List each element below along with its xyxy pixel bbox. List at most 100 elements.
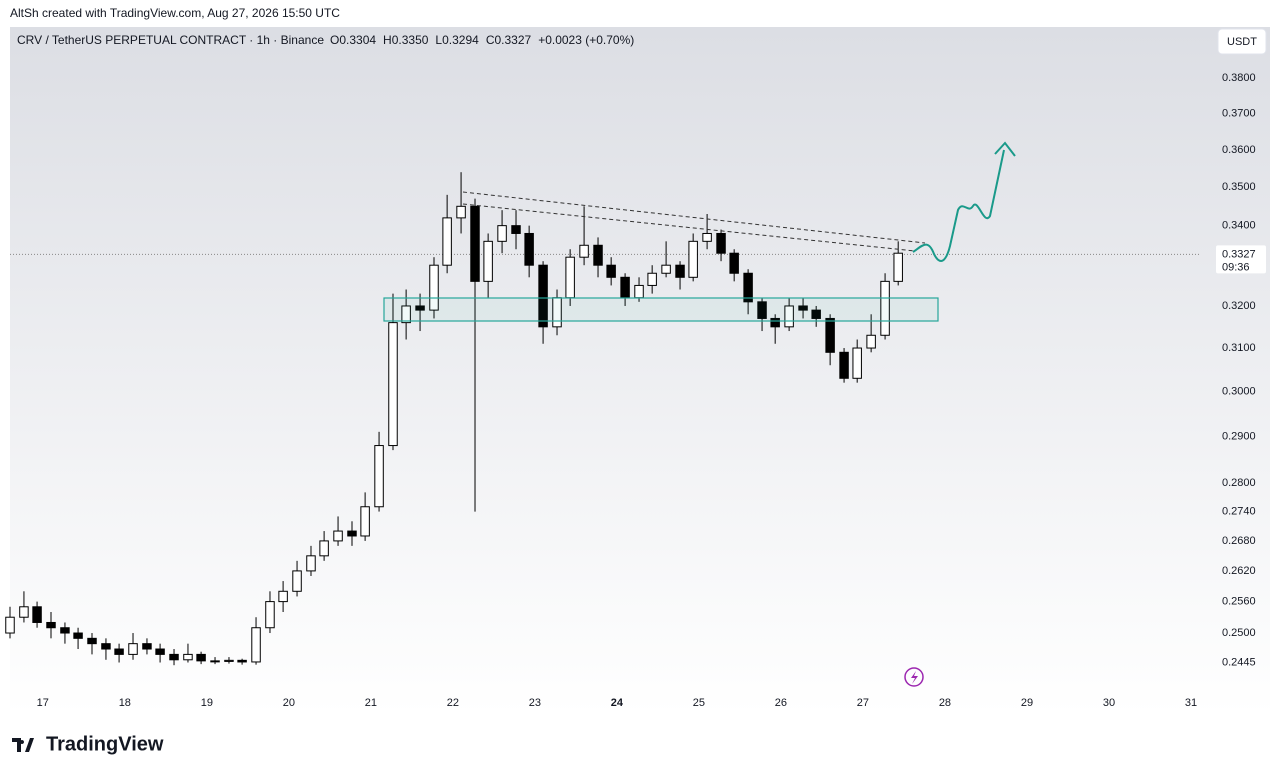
y-tick-label: 0.3800 xyxy=(1222,72,1256,84)
currency[interactable]: USDT xyxy=(1227,36,1257,48)
y-tick-label: 0.2445 xyxy=(1222,656,1256,668)
x-tick-label: 25 xyxy=(693,697,705,709)
last-price: 0.3327 xyxy=(1222,248,1256,260)
candle-body xyxy=(757,301,767,319)
plot xyxy=(5,172,1200,666)
y-tick-label: 0.2800 xyxy=(1222,477,1256,489)
candle-body xyxy=(811,309,821,319)
chart-pane xyxy=(10,27,1270,715)
candle-body xyxy=(278,590,288,603)
candle-body xyxy=(852,347,862,379)
x-tick-label: 23 xyxy=(529,697,541,709)
candle-body xyxy=(19,606,29,618)
candle-body xyxy=(251,627,261,663)
candle-body xyxy=(483,240,493,282)
trend-line xyxy=(462,203,916,252)
candle-body xyxy=(675,264,685,278)
candle-body xyxy=(142,643,152,650)
candle-body xyxy=(415,305,425,311)
y-tick-label: 0.3600 xyxy=(1222,144,1256,156)
candle-body xyxy=(319,540,329,557)
candle-body xyxy=(661,264,671,274)
candle-body xyxy=(388,322,398,447)
candle-body xyxy=(442,217,452,266)
candle-body xyxy=(634,284,644,299)
x-tick-label: 21 xyxy=(365,697,377,709)
candle-body xyxy=(524,232,534,266)
candle-body xyxy=(128,643,138,655)
candle-body xyxy=(169,653,179,661)
credit: AltSh created with TradingView.com, Aug … xyxy=(10,6,340,20)
candle-body xyxy=(292,570,302,592)
candle-body xyxy=(155,648,165,655)
legend-title: CRV / TetherUS PERPETUAL CONTRACT · 1h ·… xyxy=(17,33,324,47)
y-tick-label: 0.2680 xyxy=(1222,535,1256,547)
candle-body xyxy=(839,351,849,379)
candle-body xyxy=(224,659,234,662)
y-tick-label: 0.2900 xyxy=(1222,430,1256,442)
candle-body xyxy=(46,621,56,629)
y-tick-label: 0.3100 xyxy=(1222,342,1256,354)
legend-value: C0.3327 xyxy=(486,33,532,47)
legend-value: +0.0023 (+0.70%) xyxy=(538,33,634,47)
candle-body xyxy=(401,305,411,324)
x-tick-label: 18 xyxy=(119,697,131,709)
y-tick-label: 0.3400 xyxy=(1222,220,1256,232)
candle-body xyxy=(360,506,370,537)
candle-body xyxy=(784,305,794,328)
price-label-box xyxy=(1216,245,1266,274)
candle-body xyxy=(798,305,808,311)
x-tick-label: 26 xyxy=(775,697,787,709)
candle-body xyxy=(87,637,97,645)
event-icon[interactable] xyxy=(904,667,924,687)
candle-body xyxy=(593,244,603,266)
candle-body xyxy=(265,601,275,629)
candle-body xyxy=(5,616,15,634)
candle-body xyxy=(893,252,903,282)
candle-body xyxy=(729,252,739,274)
y-tick-label: 0.2740 xyxy=(1222,505,1256,517)
candle-body xyxy=(183,653,193,661)
candle-body xyxy=(237,659,247,663)
x-tick-label: 27 xyxy=(857,697,869,709)
candle-body xyxy=(743,272,753,303)
candle-body xyxy=(114,648,124,655)
candle-body xyxy=(688,240,698,278)
candle-body xyxy=(101,643,111,650)
candle-body xyxy=(647,272,657,286)
event-bolt xyxy=(911,671,918,684)
x-tick-label: 22 xyxy=(447,697,459,709)
legend-values: O0.3304 H0.3350 L0.3294 C0.3327 +0.0023 (+0.… xyxy=(330,33,634,47)
y-tick-label: 0.2560 xyxy=(1222,596,1256,608)
legend-value: H0.3350 xyxy=(383,33,429,47)
legend-value: O0.3304 xyxy=(330,33,376,47)
y-tick-label: 0.2500 xyxy=(1222,627,1256,639)
candle-body xyxy=(770,317,780,328)
x-tick-label: 28 xyxy=(939,697,951,709)
candle-body xyxy=(716,232,726,254)
candle-body xyxy=(429,264,439,311)
projection-path xyxy=(912,149,1005,262)
candle-body xyxy=(538,264,548,328)
candle-body xyxy=(606,264,616,278)
candle-body xyxy=(60,627,70,634)
candle-body xyxy=(347,530,357,537)
currency-button[interactable] xyxy=(1217,28,1267,55)
candle-body xyxy=(579,244,589,258)
candle-body xyxy=(470,205,480,282)
candle-body xyxy=(511,225,521,234)
candle-body xyxy=(196,653,206,662)
y-tick-label: 0.3000 xyxy=(1222,385,1256,397)
candle-body xyxy=(880,280,890,336)
candle-body xyxy=(620,276,630,299)
x-tick-label: 24 xyxy=(611,697,624,709)
candle-body xyxy=(374,445,384,508)
y-tick-label: 0.3200 xyxy=(1222,300,1256,312)
candle-body xyxy=(702,232,712,242)
x-tick-label: 29 xyxy=(1021,697,1033,709)
candle-body xyxy=(497,225,507,242)
logo-mark xyxy=(12,738,34,752)
legend-value: L0.3294 xyxy=(435,33,479,47)
